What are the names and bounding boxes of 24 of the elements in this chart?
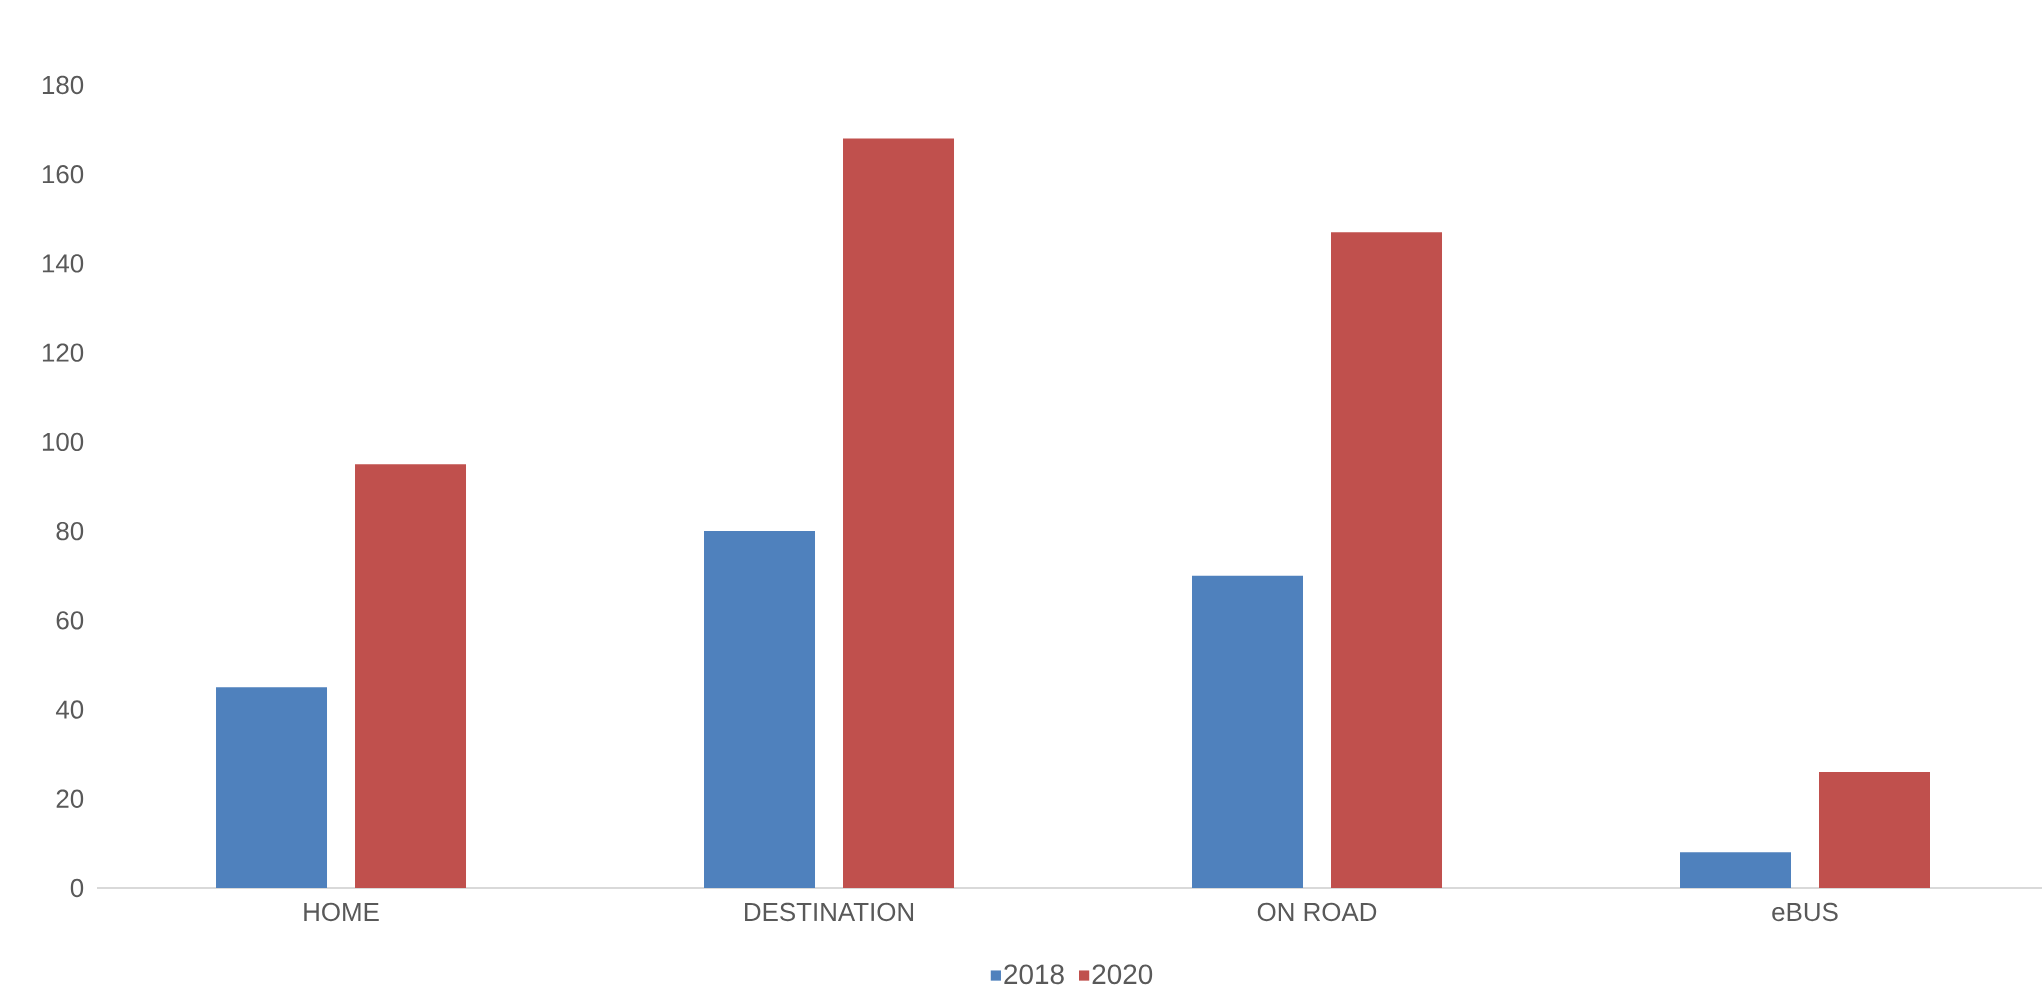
legend-label: 2018	[1004, 964, 1064, 985]
bar	[216, 687, 328, 888]
y-tick-label: 80	[56, 521, 84, 541]
bar	[1819, 772, 1930, 888]
bar	[355, 464, 467, 888]
bar	[1331, 232, 1443, 888]
x-tick-label: DESTINATION	[745, 902, 914, 922]
bar	[704, 531, 816, 888]
y-tick-label: 180	[42, 75, 84, 95]
x-tick-label: ON ROAD	[1257, 902, 1377, 922]
y-tick-label: 120	[42, 343, 84, 362]
legend-label: 2020	[1092, 964, 1153, 985]
x-tick-label: eBUS	[1772, 902, 1838, 922]
bar	[1680, 852, 1791, 888]
y-tick-label: 160	[42, 165, 84, 184]
y-tick-label: 60	[56, 611, 84, 630]
bar	[1192, 575, 1303, 888]
y-tick-label: 40	[55, 700, 84, 719]
y-tick-label: 0	[70, 878, 84, 898]
y-tick-label: 140	[42, 254, 84, 273]
y-tick-label: 20	[56, 789, 84, 808]
x-tick-label: HOME	[304, 902, 379, 922]
y-tick-label: 100	[42, 432, 84, 452]
bar	[843, 138, 955, 888]
